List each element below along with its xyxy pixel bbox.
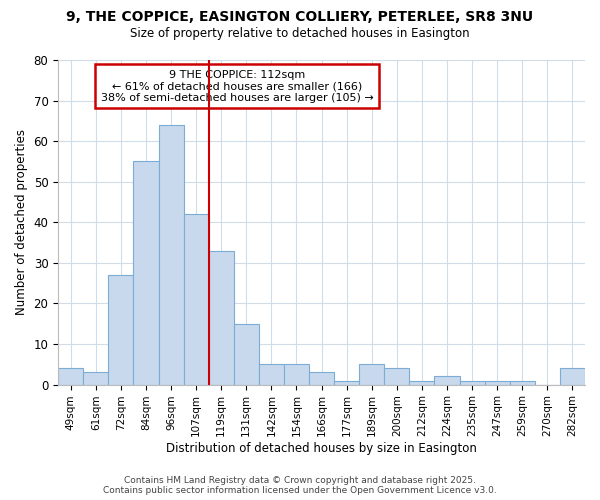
- Y-axis label: Number of detached properties: Number of detached properties: [15, 130, 28, 316]
- Bar: [334, 380, 359, 384]
- Text: Contains HM Land Registry data © Crown copyright and database right 2025.
Contai: Contains HM Land Registry data © Crown c…: [103, 476, 497, 495]
- Bar: [384, 368, 409, 384]
- Bar: [184, 214, 209, 384]
- Bar: [133, 162, 158, 384]
- Bar: [560, 368, 585, 384]
- Bar: [359, 364, 384, 384]
- Bar: [209, 250, 234, 384]
- Bar: [109, 275, 133, 384]
- Bar: [485, 380, 510, 384]
- Bar: [309, 372, 334, 384]
- Bar: [510, 380, 535, 384]
- X-axis label: Distribution of detached houses by size in Easington: Distribution of detached houses by size …: [166, 442, 477, 455]
- Bar: [409, 380, 434, 384]
- Bar: [58, 368, 83, 384]
- Bar: [460, 380, 485, 384]
- Bar: [234, 324, 259, 384]
- Bar: [158, 125, 184, 384]
- Bar: [259, 364, 284, 384]
- Bar: [284, 364, 309, 384]
- Bar: [434, 376, 460, 384]
- Text: Size of property relative to detached houses in Easington: Size of property relative to detached ho…: [130, 28, 470, 40]
- Text: 9, THE COPPICE, EASINGTON COLLIERY, PETERLEE, SR8 3NU: 9, THE COPPICE, EASINGTON COLLIERY, PETE…: [67, 10, 533, 24]
- Text: 9 THE COPPICE: 112sqm
← 61% of detached houses are smaller (166)
38% of semi-det: 9 THE COPPICE: 112sqm ← 61% of detached …: [101, 70, 374, 103]
- Bar: [83, 372, 109, 384]
